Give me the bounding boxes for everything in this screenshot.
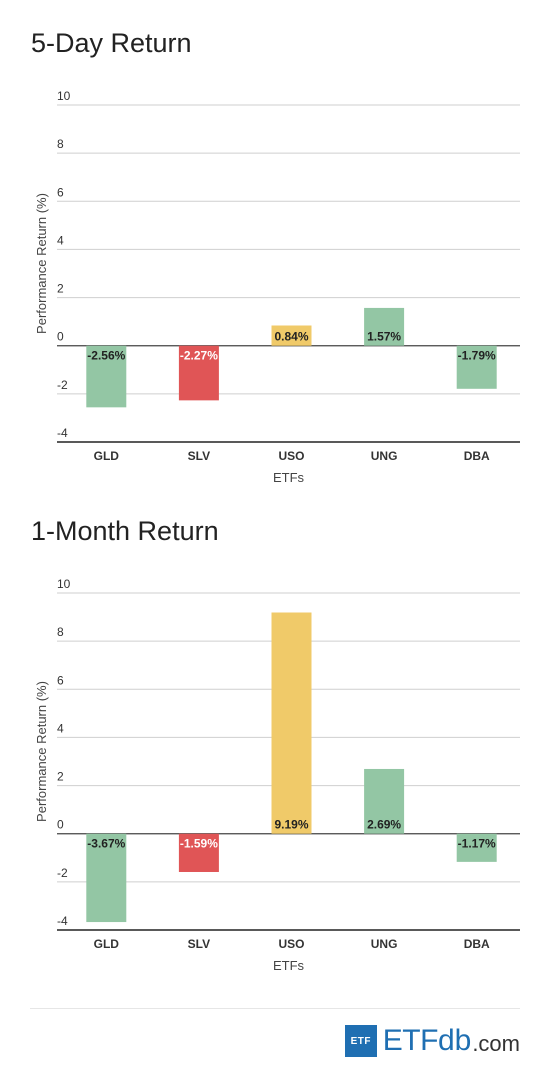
bar-gld[interactable] (86, 345, 127, 408)
data-label: 1.57% (367, 330, 401, 344)
bar-chart-1-month: -4 -2 0 2 4 6 8 10 -3.67% GLD -1.59% SLV 9.19% USO 2.6… (34, 577, 520, 973)
data-label: -2.27% (180, 349, 218, 363)
bar-slv[interactable] (178, 345, 219, 401)
y-tick-label: 2 (57, 282, 64, 296)
bar-slv[interactable] (178, 833, 219, 872)
data-label: -1.17% (458, 837, 496, 851)
logo-text-etf: ETF (382, 1024, 439, 1057)
x-tick-label: GLD (94, 449, 120, 463)
x-axis-label: ETFs (273, 470, 305, 485)
logo-text-db: db (437, 1024, 472, 1057)
bar-gld[interactable] (86, 833, 127, 923)
etf-logo-icon: ETF (344, 1025, 377, 1057)
chart-title-5-day: 5-Day Return (31, 28, 192, 58)
y-axis-label: Performance Return (%) (34, 681, 49, 822)
x-tick-label: SLV (188, 937, 210, 951)
x-tick-label: SLV (188, 449, 210, 463)
y-tick-label: -2 (57, 378, 68, 392)
data-label: -1.59% (180, 837, 218, 851)
y-tick-label: 8 (57, 625, 64, 639)
bar-chart-5-day: -4 -2 0 2 4 6 8 10 -2.56% GLD -2.27% SLV 0.84% USO 1.5… (34, 89, 520, 485)
data-label: -3.67% (87, 837, 125, 851)
y-tick-label: 10 (57, 577, 71, 591)
x-tick-label: USO (278, 449, 304, 463)
y-tick-label: -4 (57, 914, 68, 928)
x-tick-label: DBA (464, 937, 490, 951)
y-tick-label: 6 (57, 673, 64, 687)
y-tick-label: -2 (57, 866, 68, 880)
y-tick-label: 4 (57, 721, 64, 735)
bar-uso[interactable] (271, 612, 312, 834)
x-axis-label: ETFs (273, 958, 305, 973)
chart-title-1-month: 1-Month Return (31, 516, 219, 546)
x-tick-label: UNG (371, 937, 398, 951)
x-tick-label: DBA (464, 449, 490, 463)
bar-dba[interactable] (456, 345, 497, 389)
data-label: -1.79% (458, 349, 496, 363)
y-axis-label: Performance Return (%) (34, 193, 49, 334)
footer-divider (30, 1008, 520, 1009)
data-label: 2.69% (367, 818, 401, 832)
y-tick-label: 4 (57, 233, 64, 247)
x-tick-label: GLD (94, 937, 120, 951)
y-tick-label: 0 (57, 330, 64, 344)
x-tick-label: UNG (371, 449, 398, 463)
data-label: 0.84% (274, 330, 308, 344)
y-tick-label: 8 (57, 137, 64, 151)
bar-ung[interactable] (364, 768, 405, 834)
x-tick-label: USO (278, 937, 304, 951)
logo-text-com: .com (472, 1031, 520, 1056)
data-label: 9.19% (274, 818, 308, 832)
etfdb-logo[interactable]: ETF ETF db .com (344, 1024, 520, 1058)
bar-uso[interactable] (271, 325, 312, 346)
y-tick-label: 0 (57, 818, 64, 832)
bar-dba[interactable] (456, 833, 497, 862)
y-tick-label: -4 (57, 426, 68, 440)
y-tick-label: 10 (57, 89, 71, 103)
y-tick-label: 6 (57, 185, 64, 199)
data-label: -2.56% (87, 349, 125, 363)
y-tick-label: 2 (57, 770, 64, 784)
bar-ung[interactable] (364, 307, 405, 346)
